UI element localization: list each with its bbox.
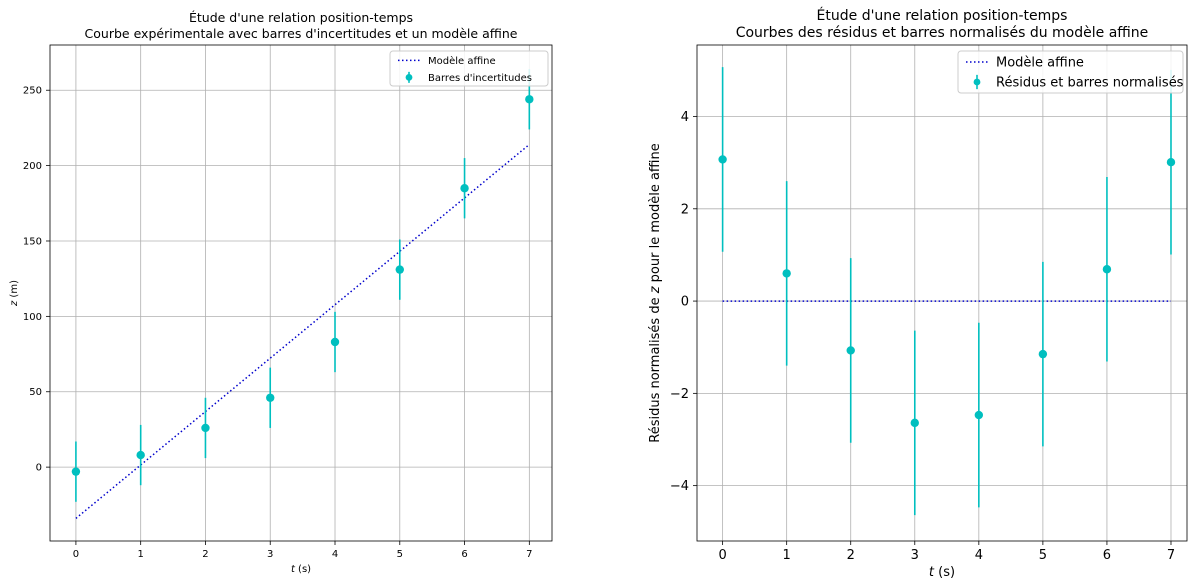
x-tick-label: 0 bbox=[718, 548, 726, 563]
x-tick-label: 7 bbox=[526, 549, 532, 560]
x-tick-label: 5 bbox=[1039, 548, 1047, 563]
legend-label: Résidus et barres normalisés bbox=[996, 76, 1184, 91]
legend-marker-swatch bbox=[973, 78, 981, 86]
legend-label: Barres d'incertitudes bbox=[428, 73, 532, 84]
data-point bbox=[460, 184, 469, 193]
y-tick-label: 0 bbox=[36, 463, 42, 474]
data-point bbox=[330, 337, 340, 347]
y-tick-label: 100 bbox=[23, 312, 42, 323]
chart-subtitle: Courbes des résidus et barres normalisés… bbox=[736, 25, 1149, 41]
data-point bbox=[1166, 157, 1176, 167]
chart-subtitle: Courbe expérimentale avec barres d'incer… bbox=[85, 26, 518, 41]
chart-2: 0 1 2 3 4 5 6 7 −4 −2 0 2 4 Étude d'une relation posi… bbox=[648, 7, 1188, 578]
data-point bbox=[71, 467, 81, 476]
y-tick-label: 4 bbox=[681, 110, 689, 125]
data-point bbox=[718, 155, 727, 164]
data-layer bbox=[71, 69, 534, 519]
chart-1: 0 1 2 3 4 5 6 7 0 50 100 150 200 250 Étude d'une relat… bbox=[9, 10, 553, 575]
legend-marker-swatch bbox=[405, 73, 413, 81]
data-point bbox=[1102, 265, 1112, 274]
legend: Modèle affine Barres d'incertitudes bbox=[389, 50, 549, 87]
x-tick-label: 7 bbox=[1167, 548, 1175, 563]
x-tick-label: 2 bbox=[202, 549, 208, 560]
x-tick-label: 1 bbox=[137, 549, 143, 560]
legend-label: Modèle affine bbox=[996, 56, 1084, 71]
x-tick-label: 6 bbox=[461, 549, 467, 560]
y-tick-label: 250 bbox=[23, 86, 42, 97]
y-axis-label: z (m) bbox=[9, 280, 20, 307]
data-point bbox=[782, 269, 791, 278]
legend-label: Modèle affine bbox=[428, 55, 496, 67]
x-tick-label: 4 bbox=[975, 548, 983, 563]
x-tick-label: 0 bbox=[73, 549, 79, 560]
x-tick-label: 2 bbox=[847, 548, 855, 563]
legend-box bbox=[389, 50, 549, 87]
chart-title: Étude d'une relation position-temps bbox=[189, 10, 413, 25]
y-tick-label: 0 bbox=[681, 295, 689, 310]
x-tick-label: 5 bbox=[397, 549, 403, 560]
x-tick-label: 3 bbox=[911, 548, 919, 563]
x-axis-label: t (s) bbox=[291, 564, 311, 575]
y-tick-label: 50 bbox=[29, 387, 42, 398]
data-point bbox=[910, 418, 919, 428]
data-point bbox=[1038, 349, 1048, 359]
x-tick-label: 3 bbox=[267, 549, 273, 560]
y-tick-label: 2 bbox=[681, 202, 689, 217]
y-axis-label: Résidus normalisés de z pour le modèle a… bbox=[648, 143, 663, 442]
legend: Modèle affine Résidus et barres normalisé… bbox=[957, 50, 1184, 94]
x-axis-label: t (s) bbox=[929, 565, 955, 578]
data-point bbox=[974, 410, 984, 420]
x-tick-label: 1 bbox=[783, 548, 791, 563]
y-tick-label: −2 bbox=[670, 387, 689, 402]
data-point bbox=[525, 95, 534, 104]
model-line bbox=[75, 143, 530, 519]
data-point bbox=[201, 423, 210, 433]
y-tick-label: 150 bbox=[23, 236, 42, 247]
data-point bbox=[846, 346, 855, 355]
data-point bbox=[395, 265, 404, 274]
data-layer bbox=[718, 67, 1176, 516]
data-point bbox=[266, 393, 275, 402]
x-tick-label: 6 bbox=[1103, 548, 1111, 563]
x-tick-label: 4 bbox=[332, 549, 338, 560]
data-point bbox=[136, 450, 145, 460]
chart-title: Étude d'une relation position-temps bbox=[817, 7, 1068, 24]
legend-box bbox=[957, 50, 1184, 94]
y-tick-label: 200 bbox=[23, 161, 42, 172]
y-tick-label: −4 bbox=[670, 479, 689, 494]
plot-frame bbox=[696, 44, 1188, 542]
plot-frame bbox=[49, 44, 553, 542]
